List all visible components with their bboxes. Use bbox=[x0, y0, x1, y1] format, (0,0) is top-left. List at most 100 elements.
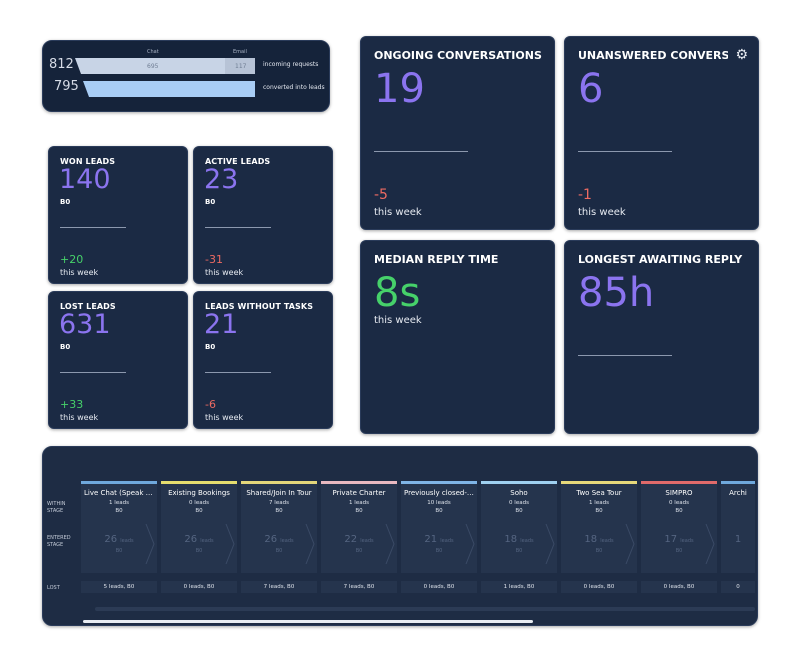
stage-lost-cell: 7 leads, B0 bbox=[321, 581, 397, 593]
stage-leads-count: 1 leads bbox=[109, 500, 129, 506]
incoming-chat-count: 695 bbox=[147, 63, 159, 70]
lost-leads-value: 631 bbox=[59, 309, 111, 340]
stage-lost-cell: 5 leads, B0 bbox=[81, 581, 157, 593]
converted-count: 795 bbox=[54, 79, 79, 94]
won-leads-amount: B0 bbox=[60, 198, 71, 206]
ongoing-conversations-period: this week bbox=[374, 207, 422, 218]
horizontal-scrollbar-thumb[interactable] bbox=[83, 620, 533, 623]
pipeline-stage[interactable]: Private Charter 1 leads B0 22 leads B0 bbox=[321, 481, 397, 573]
unanswered-conversations-card: UNANSWERED CONVERSATI ⚙ 6 -1 this week bbox=[564, 36, 759, 230]
incoming-email-count: 117 bbox=[235, 63, 247, 70]
won-leads-value: 140 bbox=[59, 164, 111, 195]
stage-entered-count: 26 leads bbox=[184, 534, 214, 545]
stage-entered-count: 1 bbox=[734, 534, 742, 545]
stage-entered-unit: leads bbox=[440, 538, 454, 544]
unanswered-conversations-value: 6 bbox=[578, 66, 604, 112]
leads-without-tasks-card: LEADS WITHOUT TASKS 21 B0 -6 this week bbox=[193, 291, 333, 429]
divider bbox=[578, 355, 672, 356]
pipeline-stage[interactable]: Existing Bookings 0 leads B0 26 leads B0 bbox=[161, 481, 237, 573]
incoming-bar bbox=[75, 58, 255, 74]
divider bbox=[205, 227, 271, 228]
stage-lost-cell: 0 leads, B0 bbox=[561, 581, 637, 593]
stage-lost-cell: 1 leads, B0 bbox=[481, 581, 557, 593]
converted-label: converted into leads bbox=[263, 84, 325, 91]
active-leads-card: ACTIVE LEADS 23 B0 -31 this week bbox=[193, 146, 333, 284]
stage-lost-cell: 7 leads, B0 bbox=[241, 581, 317, 593]
pipeline-stage[interactable]: Live Chat (Speak to ... 1 leads B0 26 leads… bbox=[81, 481, 157, 573]
converted-bar bbox=[83, 81, 255, 97]
stage-name: Private Charter bbox=[332, 489, 386, 497]
stage-name: Archi bbox=[729, 489, 747, 497]
lost-leads-title: LOST LEADS bbox=[60, 302, 116, 311]
stage-name: Existing Bookings bbox=[168, 489, 230, 497]
median-reply-time-title: MEDIAN REPLY TIME bbox=[374, 253, 499, 266]
stage-name: Soho bbox=[510, 489, 528, 497]
stage-leads-count: 0 leads bbox=[669, 500, 689, 506]
active-leads-period: this week bbox=[205, 268, 244, 277]
stage-lost-cell: 0 bbox=[721, 581, 755, 593]
longest-awaiting-reply-value: 85h bbox=[578, 270, 655, 316]
lost-leads-card: LOST LEADS 631 B0 +33 this week bbox=[48, 291, 188, 429]
stage-entered-unit: leads bbox=[600, 538, 614, 544]
unanswered-conversations-period: this week bbox=[578, 207, 626, 218]
active-leads-title: ACTIVE LEADS bbox=[205, 157, 271, 166]
ongoing-conversations-title: ONGOING CONVERSATIONS bbox=[374, 49, 542, 62]
stage-lost-cell: 0 leads, B0 bbox=[161, 581, 237, 593]
stage-amount: B0 bbox=[195, 508, 203, 514]
pipeline-stage[interactable]: Archi 1 bbox=[721, 481, 755, 573]
chevron-right-icon bbox=[465, 524, 475, 564]
stage-leads-count: 1 leads bbox=[349, 500, 369, 506]
stage-entered-amount: B0 bbox=[595, 548, 603, 554]
stage-leads-count: 10 leads bbox=[427, 500, 451, 506]
ongoing-conversations-card: ONGOING CONVERSATIONS 19 -5 this week bbox=[360, 36, 555, 230]
gear-icon[interactable]: ⚙ bbox=[735, 47, 748, 63]
email-column-header: Email bbox=[233, 49, 247, 55]
stage-entered-count: 18 leads bbox=[584, 534, 614, 545]
stage-name: SIMPRO bbox=[665, 489, 693, 497]
pipeline-stage[interactable]: SIMPRO 0 leads B0 17 leads B0 bbox=[641, 481, 717, 573]
won-leads-delta: +20 bbox=[60, 253, 84, 266]
stage-amount: B0 bbox=[515, 508, 523, 514]
stage-entered-amount: B0 bbox=[515, 548, 523, 554]
stage-entered-amount: B0 bbox=[675, 548, 683, 554]
ongoing-conversations-value: 19 bbox=[374, 66, 425, 112]
chevron-right-icon bbox=[225, 524, 235, 564]
pipeline-stage[interactable]: Shared/Join In Tour 7 leads B0 26 leads B0 bbox=[241, 481, 317, 573]
incoming-label: incoming requests bbox=[263, 61, 319, 68]
won-leads-title: WON LEADS bbox=[60, 157, 116, 166]
stage-lost-cell: 0 leads, B0 bbox=[401, 581, 477, 593]
stage-entered-unit: leads bbox=[200, 538, 214, 544]
stage-entered-count: 18 leads bbox=[504, 534, 534, 545]
leads-without-tasks-period: this week bbox=[205, 413, 244, 422]
stage-leads-count: 7 leads bbox=[269, 500, 289, 506]
stage-entered-unit: leads bbox=[120, 538, 134, 544]
stage-entered-count: 26 leads bbox=[264, 534, 294, 545]
stage-name: Shared/Join In Tour bbox=[246, 489, 312, 497]
pipeline-panel: WITHIN STAGE ENTERED STAGE LOST Live Cha… bbox=[42, 446, 758, 626]
pipeline-stage[interactable]: Previously closed-re... 10 leads B0 21 lead… bbox=[401, 481, 477, 573]
median-reply-time-card: MEDIAN REPLY TIME 8s this week bbox=[360, 240, 555, 434]
stage-entered-unit: leads bbox=[280, 538, 294, 544]
active-leads-delta: -31 bbox=[205, 253, 223, 266]
pipeline-stage[interactable]: Two Sea Tour 1 leads B0 18 leads B0 bbox=[561, 481, 637, 573]
leads-without-tasks-delta: -6 bbox=[205, 398, 216, 411]
stage-leads-count: 0 leads bbox=[189, 500, 209, 506]
chevron-right-icon bbox=[705, 524, 715, 564]
unanswered-conversations-delta: -1 bbox=[578, 187, 592, 203]
divider bbox=[60, 227, 126, 228]
stage-entered-count: 22 leads bbox=[344, 534, 374, 545]
pipeline-stage[interactable]: Soho 0 leads B0 18 leads B0 bbox=[481, 481, 557, 573]
stage-name: Previously closed-re... bbox=[404, 489, 477, 497]
horizontal-scrollbar-track[interactable] bbox=[95, 607, 755, 611]
lost-leads-delta: +33 bbox=[60, 398, 84, 411]
active-leads-amount: B0 bbox=[205, 198, 216, 206]
median-reply-time-period: this week bbox=[374, 315, 422, 326]
chat-column-header: Chat bbox=[147, 49, 159, 55]
funnel-card: Chat Email 812 695 117 incoming requests… bbox=[42, 40, 330, 112]
leads-without-tasks-value: 21 bbox=[204, 309, 239, 340]
stage-amount: B0 bbox=[595, 508, 603, 514]
stage-entered-count: 17 leads bbox=[664, 534, 694, 545]
stage-entered-amount: B0 bbox=[115, 548, 123, 554]
stage-lost-cell: 0 leads, B0 bbox=[641, 581, 717, 593]
stage-entered-unit: leads bbox=[360, 538, 374, 544]
